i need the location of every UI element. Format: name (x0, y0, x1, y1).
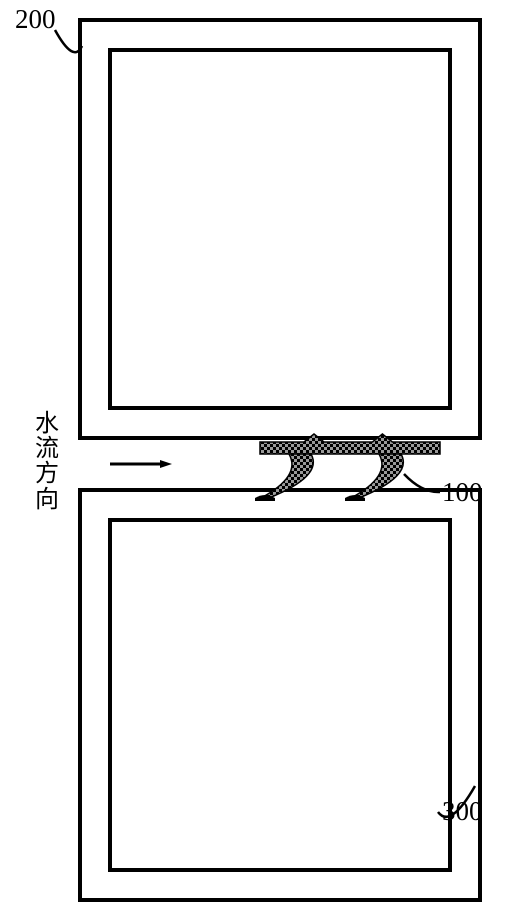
label-100: 100 (442, 478, 483, 508)
flow-arrow-icon (110, 460, 172, 468)
label-200: 200 (15, 5, 56, 35)
flow-direction-label: 水流方向 (35, 412, 59, 513)
leader-line (55, 30, 82, 52)
top-box (80, 20, 480, 438)
bottom-box (80, 490, 480, 900)
label-300: 300 (442, 797, 483, 827)
